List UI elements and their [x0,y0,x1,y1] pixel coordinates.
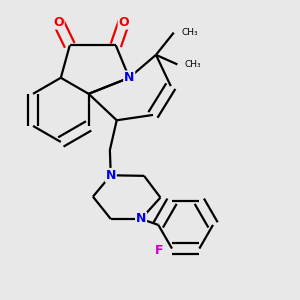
Text: F: F [155,244,164,257]
Text: CH₃: CH₃ [181,28,198,37]
Text: N: N [136,212,146,226]
Text: N: N [106,169,116,182]
Text: CH₃: CH₃ [185,60,201,69]
Text: N: N [124,71,134,84]
Text: O: O [118,16,129,29]
Text: O: O [53,16,64,29]
